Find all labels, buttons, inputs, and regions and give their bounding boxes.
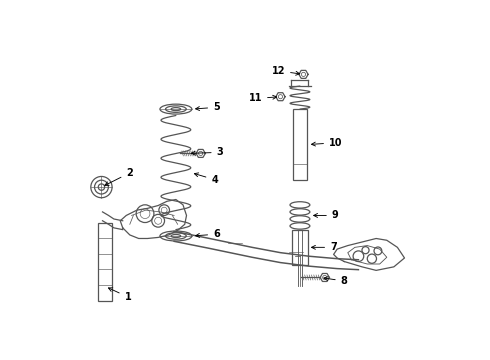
Text: 10: 10 [312,138,343,148]
Text: 12: 12 [271,66,300,76]
Text: 5: 5 [196,102,220,112]
Bar [98,222,112,301]
Bar [293,109,307,180]
Text: 11: 11 [248,94,277,103]
Text: 3: 3 [192,147,223,157]
Text: 9: 9 [314,211,339,220]
Text: 1: 1 [108,288,131,302]
Text: 6: 6 [196,229,220,239]
Text: 4: 4 [195,173,218,185]
Text: 8: 8 [324,276,347,286]
Bar [292,230,308,265]
Text: 2: 2 [105,168,133,185]
Text: 7: 7 [312,242,337,252]
